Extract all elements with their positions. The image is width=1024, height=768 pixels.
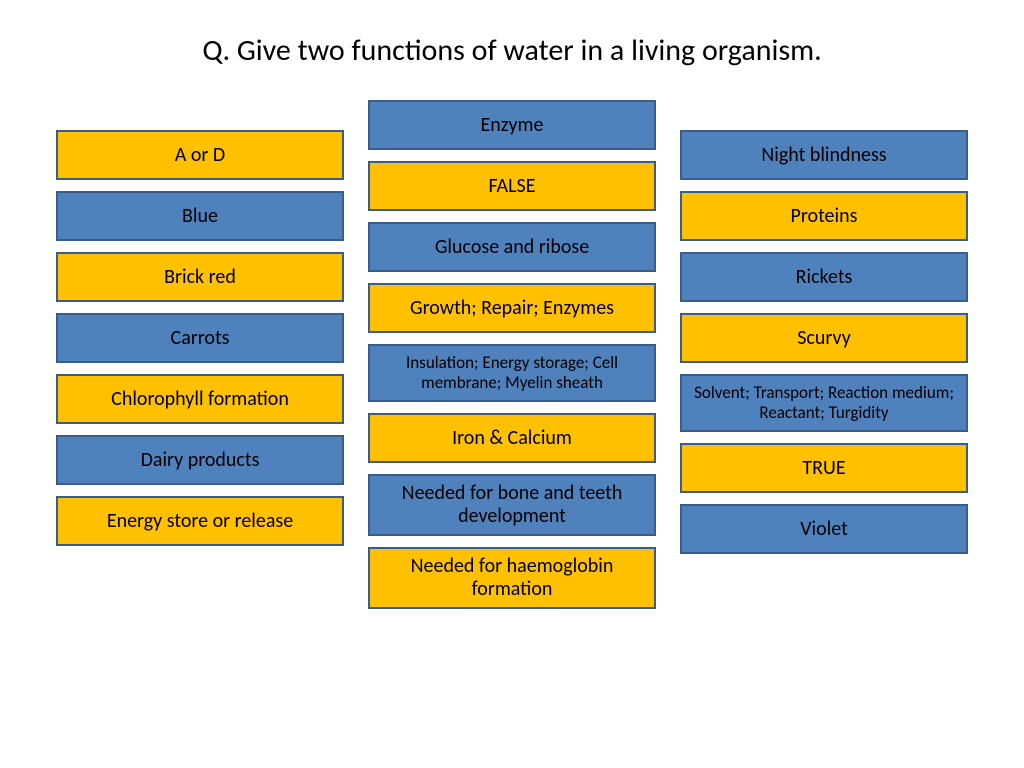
answer-box[interactable]: Energy store or release [56, 496, 344, 546]
answer-box[interactable]: Violet [680, 504, 968, 554]
answer-box[interactable]: Needed for haemoglobin formation [368, 547, 656, 609]
answer-box[interactable]: Glucose and ribose [368, 222, 656, 272]
answer-box[interactable]: TRUE [680, 443, 968, 493]
answer-box[interactable]: Dairy products [56, 435, 344, 485]
answer-box[interactable]: Iron & Calcium [368, 413, 656, 463]
answer-box[interactable]: FALSE [368, 161, 656, 211]
answer-box[interactable]: Carrots [56, 313, 344, 363]
answer-box[interactable]: Brick red [56, 252, 344, 302]
answer-box[interactable]: Chlorophyll formation [56, 374, 344, 424]
answer-box[interactable]: Scurvy [680, 313, 968, 363]
answer-box[interactable]: Growth; Repair; Enzymes [368, 283, 656, 333]
answer-box[interactable]: A or D [56, 130, 344, 180]
column-right: Night blindness Proteins Rickets Scurvy Solv… [680, 130, 968, 554]
answer-box[interactable]: Solvent; Transport; Reaction medium; Rea… [680, 374, 968, 432]
page-title: Q. Give two functions of water in a livi… [0, 32, 1024, 69]
answer-box[interactable]: Rickets [680, 252, 968, 302]
answer-box[interactable]: Needed for bone and teeth development [368, 474, 656, 536]
columns-container: A or D Blue Brick red Carrots Chlorophyll fo… [56, 130, 968, 609]
answer-box[interactable]: Blue [56, 191, 344, 241]
answer-box[interactable]: Insulation; Energy storage; Cell membran… [368, 344, 656, 402]
column-left: A or D Blue Brick red Carrots Chlorophyll fo… [56, 130, 344, 546]
answer-box[interactable]: Enzyme [368, 100, 656, 150]
answer-box[interactable]: Night blindness [680, 130, 968, 180]
column-middle: Enzyme FALSE Glucose and ribose Growth; Rep… [368, 100, 656, 609]
answer-box[interactable]: Proteins [680, 191, 968, 241]
